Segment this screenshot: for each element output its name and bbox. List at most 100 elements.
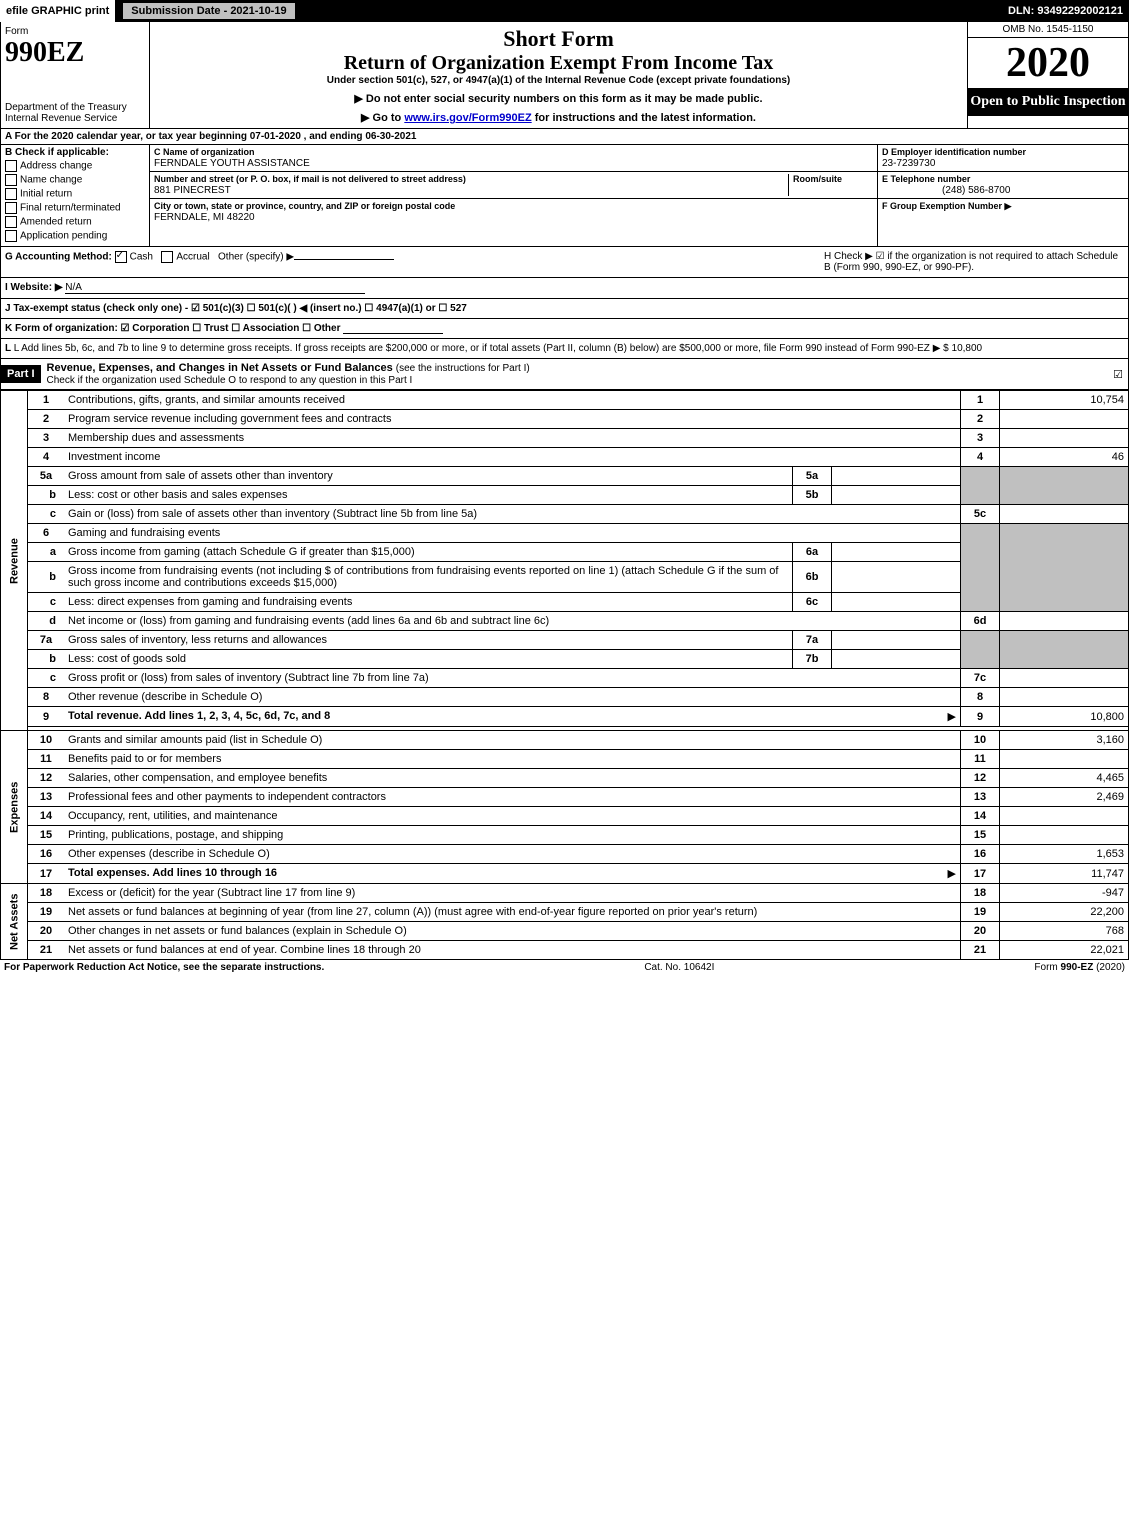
form-header: Form 990EZ Department of the Treasury In… [0, 22, 1129, 129]
line-desc: Total expenses. Add lines 10 through 16 … [64, 864, 961, 884]
inner-val [832, 486, 961, 505]
checkbox-accrual[interactable] [161, 251, 173, 263]
line-num: 14 [28, 807, 65, 826]
footer-center: Cat. No. 10642I [324, 962, 1034, 973]
line-num: 11 [28, 750, 65, 769]
city-value: FERNDALE, MI 48220 [154, 212, 255, 223]
line-val [1000, 750, 1129, 769]
line-desc: Investment income [64, 448, 961, 467]
line-desc: Gaming and fundraising events [64, 524, 961, 543]
line-rnum: 4 [961, 448, 1000, 467]
line-num: 18 [28, 884, 65, 903]
omb-number: OMB No. 1545-1150 [968, 22, 1128, 38]
part1-header-row: Part I Revenue, Expenses, and Changes in… [0, 359, 1129, 390]
schedule-o-checkbox[interactable]: ☑ [1108, 368, 1128, 381]
line-desc: Printing, publications, postage, and shi… [64, 826, 961, 845]
group-exemption-label: F Group Exemption Number ▶ [882, 201, 1011, 211]
expenses-section-label: Expenses [1, 731, 28, 884]
gray-cell [1000, 467, 1129, 505]
line-desc: Occupancy, rent, utilities, and maintena… [64, 807, 961, 826]
line-rnum: 1 [961, 391, 1000, 410]
label-other: Other (specify) ▶ [218, 252, 294, 263]
instr-prefix: ▶ Go to [361, 112, 404, 124]
label-name-change: Name change [20, 175, 82, 186]
inner-val [832, 562, 961, 593]
tax-period: A For the 2020 calendar year, or tax yea… [0, 129, 1129, 145]
top-bar: efile GRAPHIC print Submission Date - 20… [0, 0, 1129, 22]
inner-num: 6b [793, 562, 832, 593]
label-cash: Cash [130, 252, 153, 263]
line-rnum: 7c [961, 669, 1000, 688]
instruction-link: ▶ Go to www.irs.gov/Form990EZ for instru… [154, 111, 963, 124]
k-text: K Form of organization: ☑ Corporation ☐ … [5, 323, 341, 334]
box-b: B Check if applicable: Address change Na… [1, 145, 150, 246]
subtitle: Under section 501(c), 527, or 4947(a)(1)… [154, 75, 963, 86]
checkbox-cash[interactable] [115, 251, 127, 263]
irs-link[interactable]: www.irs.gov/Form990EZ [404, 112, 531, 124]
label-amended-return: Amended return [20, 217, 92, 228]
row-k: K Form of organization: ☑ Corporation ☐ … [0, 319, 1129, 339]
line-num: 10 [28, 731, 65, 750]
line-val [1000, 429, 1129, 448]
line-val [1000, 669, 1129, 688]
line-rnum: 6d [961, 612, 1000, 631]
inner-num: 5b [793, 486, 832, 505]
line-num: c [28, 593, 65, 612]
line-desc: Other revenue (describe in Schedule O) [64, 688, 961, 707]
row-l: L L Add lines 5b, 6c, and 7b to line 9 t… [0, 339, 1129, 359]
efile-graphic-print[interactable]: efile GRAPHIC print [0, 0, 115, 22]
line-num: 21 [28, 941, 65, 960]
line-val: 1,653 [1000, 845, 1129, 864]
checkbox-amended-return[interactable] [5, 216, 17, 228]
line-val: -947 [1000, 884, 1129, 903]
box-d-e-f: D Employer identification number 23-7239… [878, 145, 1128, 246]
checkbox-initial-return[interactable] [5, 188, 17, 200]
submission-date-button[interactable]: Submission Date - 2021-10-19 [121, 1, 296, 21]
website-value: N/A [65, 282, 365, 294]
footer-left: For Paperwork Reduction Act Notice, see … [4, 962, 324, 973]
j-text: J Tax-exempt status (check only one) - ☑… [5, 303, 467, 314]
checkbox-address-change[interactable] [5, 160, 17, 172]
line-num: b [28, 650, 65, 669]
org-name-label: C Name of organization [154, 147, 255, 157]
line-num: c [28, 505, 65, 524]
line-num: 2 [28, 410, 65, 429]
box-c: C Name of organization FERNDALE YOUTH AS… [150, 145, 878, 246]
header-right: OMB No. 1545-1150 2020 Open to Public In… [968, 22, 1128, 128]
inner-val [832, 467, 961, 486]
checkbox-application-pending[interactable] [5, 230, 17, 242]
line-num: 13 [28, 788, 65, 807]
box-b-label: B Check if applicable: [5, 147, 145, 158]
row-g-h: G Accounting Method: Cash Accrual Other … [0, 247, 1129, 278]
line-desc: Total revenue. Add lines 1, 2, 3, 4, 5c,… [64, 707, 961, 727]
line-desc: Net income or (loss) from gaming and fun… [64, 612, 961, 631]
line-desc: Gross sales of inventory, less returns a… [64, 631, 793, 650]
dln-value: DLN: 93492292002121 [1008, 5, 1129, 17]
row-i: I Website: ▶ N/A [0, 278, 1129, 299]
footer-right: Form 990-EZ (2020) [1034, 962, 1125, 973]
k-other-input[interactable] [343, 323, 443, 334]
phone-value: (248) 586-8700 [882, 185, 1010, 196]
line-rnum: 2 [961, 410, 1000, 429]
part1-check-text: Check if the organization used Schedule … [47, 375, 413, 386]
line-desc: Less: direct expenses from gaming and fu… [64, 593, 793, 612]
checkbox-final-return[interactable] [5, 202, 17, 214]
line-val: 11,747 [1000, 864, 1129, 884]
department-label: Department of the Treasury Internal Reve… [5, 102, 145, 124]
line-rnum: 11 [961, 750, 1000, 769]
line-rnum: 10 [961, 731, 1000, 750]
part1-label: Part I [1, 365, 41, 383]
inner-num: 6c [793, 593, 832, 612]
line-num: 12 [28, 769, 65, 788]
ein-value: 23-7239730 [882, 158, 935, 169]
other-method-input[interactable] [294, 259, 394, 260]
checkbox-name-change[interactable] [5, 174, 17, 186]
line-desc: Gross income from gaming (attach Schedul… [64, 543, 793, 562]
row-j: J Tax-exempt status (check only one) - ☑… [0, 299, 1129, 319]
line-desc: Benefits paid to or for members [64, 750, 961, 769]
line-rnum: 15 [961, 826, 1000, 845]
line-val [1000, 826, 1129, 845]
l-text: L Add lines 5b, 6c, and 7b to line 9 to … [14, 343, 930, 354]
line-val: 10,800 [1000, 707, 1129, 727]
line-val [1000, 688, 1129, 707]
